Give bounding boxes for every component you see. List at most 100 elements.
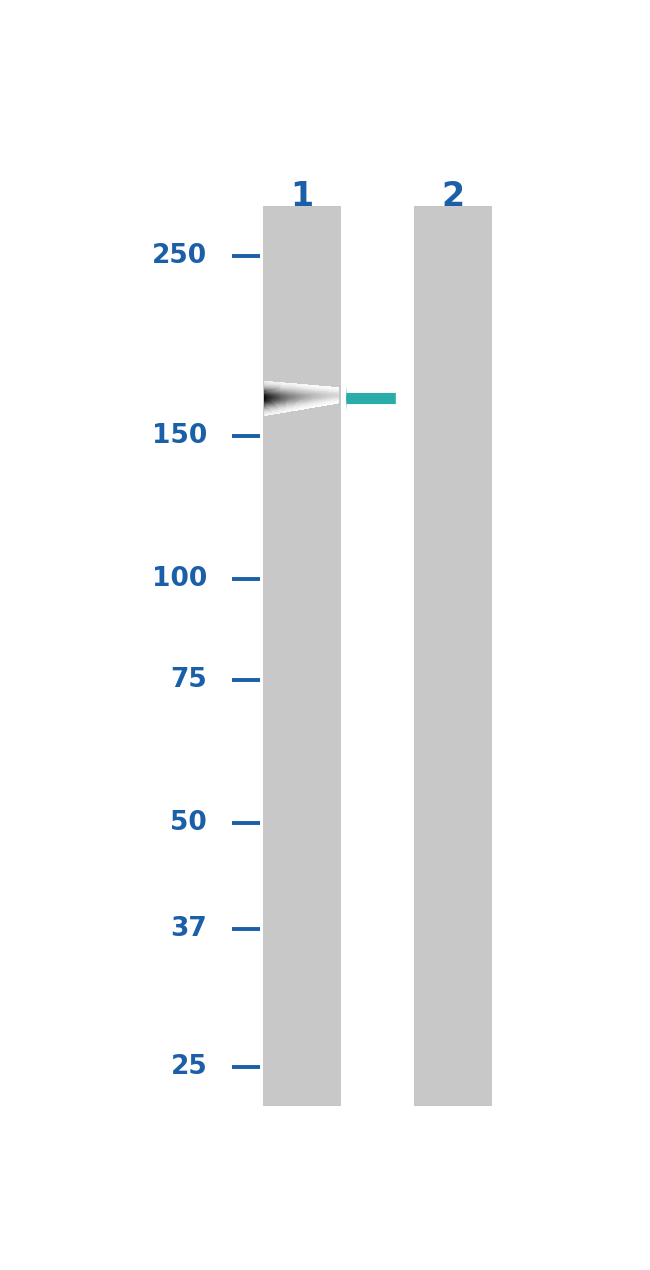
- Bar: [274, 381, 276, 382]
- Bar: [275, 398, 276, 399]
- Bar: [271, 405, 272, 408]
- Bar: [269, 405, 270, 406]
- Bar: [264, 385, 265, 387]
- Bar: [265, 410, 266, 411]
- Bar: [271, 386, 272, 387]
- Bar: [265, 385, 267, 386]
- Bar: [275, 406, 276, 408]
- Bar: [268, 398, 270, 399]
- Bar: [265, 403, 266, 404]
- Bar: [267, 413, 269, 414]
- Bar: [273, 405, 274, 406]
- Bar: [266, 413, 268, 414]
- Bar: [264, 398, 265, 399]
- Bar: [275, 382, 276, 384]
- Bar: [274, 384, 276, 385]
- Bar: [269, 387, 270, 389]
- Bar: [272, 396, 274, 398]
- Bar: [266, 399, 268, 400]
- Bar: [266, 381, 268, 382]
- Bar: [271, 404, 272, 405]
- Text: 75: 75: [170, 667, 207, 693]
- Bar: [265, 396, 267, 398]
- Bar: [269, 382, 270, 384]
- Bar: [269, 389, 270, 390]
- Bar: [268, 400, 270, 401]
- Bar: [267, 384, 269, 385]
- Bar: [268, 398, 270, 400]
- Bar: [272, 401, 274, 403]
- Bar: [265, 396, 266, 398]
- Bar: [272, 382, 274, 384]
- Bar: [274, 401, 276, 403]
- Bar: [270, 398, 272, 399]
- Bar: [272, 404, 274, 405]
- Bar: [272, 403, 274, 404]
- Bar: [268, 394, 270, 395]
- Bar: [272, 399, 274, 400]
- Bar: [264, 392, 265, 394]
- Bar: [265, 413, 266, 414]
- Bar: [269, 387, 270, 390]
- Bar: [265, 403, 267, 404]
- Bar: [265, 413, 267, 414]
- Bar: [265, 394, 267, 395]
- Text: 50: 50: [170, 810, 207, 836]
- Bar: [275, 409, 276, 410]
- Bar: [270, 395, 272, 396]
- Bar: [270, 399, 272, 400]
- Text: 2: 2: [441, 180, 465, 213]
- Bar: [266, 410, 268, 413]
- Bar: [265, 408, 266, 409]
- Bar: [270, 382, 272, 384]
- Bar: [265, 381, 266, 382]
- Bar: [272, 385, 274, 386]
- Bar: [274, 411, 276, 413]
- Bar: [275, 405, 276, 406]
- Bar: [268, 404, 270, 405]
- Bar: [270, 404, 272, 405]
- Bar: [275, 396, 276, 398]
- Bar: [272, 389, 274, 390]
- Bar: [269, 408, 270, 409]
- Bar: [267, 385, 269, 386]
- Bar: [273, 398, 274, 399]
- Bar: [267, 409, 269, 411]
- Bar: [269, 409, 270, 410]
- Bar: [270, 410, 272, 411]
- Bar: [270, 403, 272, 404]
- Bar: [273, 395, 274, 396]
- Bar: [271, 405, 272, 406]
- Bar: [265, 395, 267, 396]
- Bar: [274, 408, 276, 409]
- Bar: [270, 392, 272, 394]
- Bar: [268, 396, 270, 398]
- Bar: [275, 400, 276, 401]
- Bar: [275, 386, 276, 387]
- Bar: [269, 401, 270, 403]
- Bar: [274, 405, 276, 406]
- Bar: [274, 395, 276, 396]
- Bar: [266, 401, 268, 403]
- Bar: [271, 398, 272, 399]
- Bar: [274, 404, 276, 405]
- Bar: [270, 391, 272, 392]
- Bar: [273, 389, 274, 390]
- Bar: [273, 392, 274, 394]
- Bar: [272, 384, 274, 385]
- Bar: [265, 392, 267, 394]
- Bar: [275, 403, 276, 404]
- Bar: [265, 384, 266, 385]
- Bar: [268, 414, 270, 415]
- Bar: [266, 410, 268, 411]
- Bar: [273, 411, 274, 413]
- Bar: [265, 410, 267, 411]
- Bar: [271, 394, 272, 395]
- Bar: [268, 410, 270, 411]
- Bar: [273, 403, 274, 404]
- Bar: [267, 387, 269, 389]
- Bar: [271, 382, 272, 384]
- Bar: [269, 406, 270, 408]
- Bar: [268, 391, 270, 392]
- Bar: [270, 387, 272, 390]
